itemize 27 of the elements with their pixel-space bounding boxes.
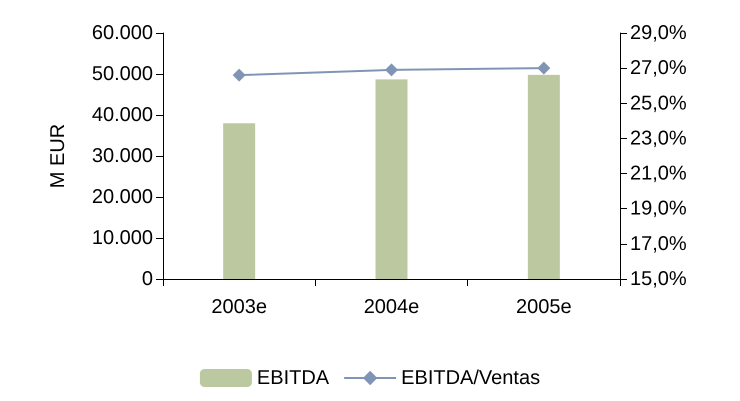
y2-tick-label: 25,0% <box>630 92 687 114</box>
point <box>537 62 550 75</box>
x-tick-label: 2003e <box>211 296 267 318</box>
y2-tick-label: 17,0% <box>630 232 687 255</box>
y-tick-label: 0 <box>142 268 153 290</box>
x-tick-label: 2005e <box>516 296 572 318</box>
legend-label: EBITDA/Ventas <box>401 367 540 389</box>
y-tick-label: 60.000 <box>92 22 153 44</box>
y-tick-label: 50.000 <box>92 63 153 85</box>
bar <box>528 74 560 279</box>
y2-tick-label: 21,0% <box>630 162 687 185</box>
y-tick-label: 20.000 <box>92 186 153 208</box>
y2-tick-label: 15,0% <box>630 268 687 290</box>
y2-tick-label: 23,0% <box>630 127 687 150</box>
y2-tick-label: 19,0% <box>630 198 687 220</box>
y2-tick-label: 27,0% <box>630 57 687 80</box>
y-tick-label: 10.000 <box>92 227 153 249</box>
bar <box>223 123 256 279</box>
y-tick-label: 40.000 <box>92 104 153 126</box>
y2-tick-label: 29,0% <box>630 22 687 44</box>
point <box>232 68 246 82</box>
point <box>385 63 398 76</box>
y-tick-label: 30.000 <box>92 145 153 167</box>
y-axis-title: M EUR <box>47 124 69 188</box>
bar <box>376 79 408 279</box>
x-tick-label: 2004e <box>364 296 420 318</box>
legend-label: EBITDA <box>256 367 330 389</box>
